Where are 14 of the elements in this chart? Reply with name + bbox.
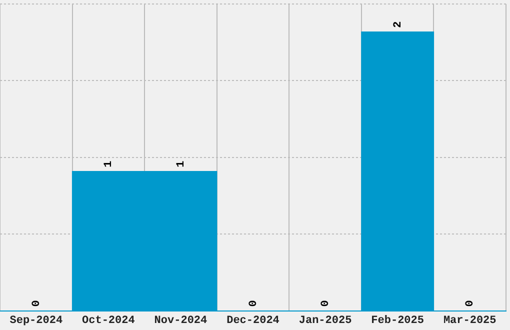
data-label: 1 [175,160,188,168]
x-tick-label: Dec-2024 [226,315,280,328]
data-label: 0 [248,300,260,307]
x-tick-label: Sep-2024 [10,315,63,328]
data-label: 2 [392,21,404,28]
data-label: 1 [103,160,116,168]
data-label: 0 [30,300,43,307]
x-tick-label: Mar-2025 [443,315,497,328]
data-label: 0 [320,300,332,307]
x-tick-label: Nov-2024 [154,315,208,328]
x-tick-label: Feb-2025 [371,315,424,328]
x-tick-label: Oct-2024 [82,315,136,328]
data-label: 0 [464,300,477,307]
x-tick-label: Jan-2025 [298,315,352,328]
